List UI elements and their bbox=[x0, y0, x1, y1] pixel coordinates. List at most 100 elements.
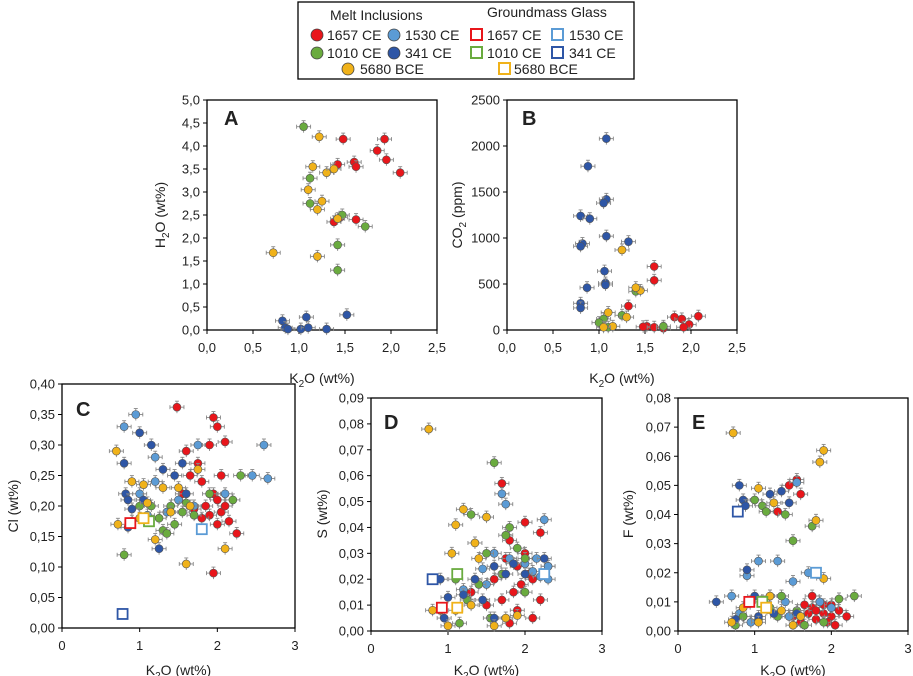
panel-b-ytick-label: 2000 bbox=[471, 139, 500, 154]
panel-d-glass-point bbox=[451, 601, 464, 614]
panel-d-melt-point bbox=[520, 587, 530, 597]
legend-glass-341-marker bbox=[551, 46, 564, 59]
panel-d-melt-point bbox=[528, 613, 538, 623]
panel-d-melt-point bbox=[539, 554, 549, 563]
panel-c-melt-point bbox=[236, 471, 245, 480]
panel-e-melt-point bbox=[777, 591, 786, 601]
panel-c-melt-point bbox=[181, 559, 191, 569]
panel-d-melt-point bbox=[505, 523, 514, 532]
panel-d-melt-point bbox=[528, 567, 538, 576]
legend-glass-5680-label: 5680 BCE bbox=[514, 61, 578, 77]
panel-d-xtick-label: 2 bbox=[521, 641, 528, 656]
panel-c-melt-point bbox=[158, 483, 168, 493]
panel-e-xtick-label: 0 bbox=[674, 641, 681, 656]
panel-a-xtick-label: 1,0 bbox=[290, 340, 308, 355]
panel-b-melt-point bbox=[624, 301, 633, 311]
panel-a: 0,0 0,5 1,0 1,5 2,0 2,5 0,0 0,5 1,0 1,5 2,0 2,5 3,0 3… bbox=[152, 93, 446, 391]
panel-d-xlabel-sub: 2 bbox=[463, 671, 469, 676]
legend-glass-1010-marker bbox=[470, 46, 483, 59]
panel-d-melt-point bbox=[459, 505, 468, 514]
panel-a-ylabel: H2O (wt%) bbox=[152, 182, 172, 248]
panel-b-xtick-label: 2,5 bbox=[728, 340, 746, 355]
panel-a-ytick-label: 0,5 bbox=[182, 300, 200, 315]
panel-a-ytick-label: 4,0 bbox=[182, 139, 200, 154]
panel-e-melt-point bbox=[784, 481, 794, 490]
panel-e-melt-point bbox=[811, 516, 821, 525]
panel-c-glass-point bbox=[124, 517, 137, 529]
panel-e-glass-point bbox=[760, 601, 773, 614]
panel-c-melt-point bbox=[201, 501, 210, 511]
panel-c-melt-point bbox=[220, 489, 230, 499]
panel-d-melt-point bbox=[443, 593, 453, 602]
panel-a-melt-point bbox=[333, 214, 342, 223]
panel-e-melt-point bbox=[804, 609, 813, 618]
panel-b-melt-point bbox=[617, 245, 627, 255]
panel-d-melt-point bbox=[482, 512, 491, 522]
panel-c-melt-point bbox=[166, 507, 176, 517]
panel-e-melt-point bbox=[735, 481, 744, 490]
panel-d-melt-point bbox=[451, 520, 461, 530]
panel-e-melt-point bbox=[830, 620, 840, 630]
panel-c-melt-point bbox=[185, 501, 195, 511]
panel-e-ytick-label: 0,05 bbox=[646, 478, 671, 493]
panel-a-melt-point bbox=[351, 162, 361, 171]
panel-b-melt-point bbox=[624, 237, 633, 246]
panel-d-melt-point bbox=[474, 554, 484, 563]
panel-e-ytick-label: 0,06 bbox=[646, 449, 671, 464]
legend-glass-5680-marker bbox=[498, 62, 511, 75]
panel-b-tag: B bbox=[522, 108, 536, 130]
panel-d-melt-point bbox=[539, 515, 549, 524]
panel-a-xtick-label: 2,0 bbox=[382, 340, 400, 355]
panel-c-melt-point bbox=[147, 440, 156, 450]
panel-b-ytick-label: 1000 bbox=[471, 231, 500, 246]
panel-d-melt-point bbox=[482, 549, 491, 558]
panel-e-glass-point bbox=[743, 595, 756, 608]
panel-b-melt-point bbox=[622, 312, 631, 322]
panel-e-melt-point bbox=[792, 478, 802, 487]
panel-c-ytick-label: 0,05 bbox=[30, 590, 55, 605]
panel-c-melt-point bbox=[205, 440, 214, 450]
legend-melt-title: Melt Inclusions bbox=[330, 7, 423, 23]
panel-e-melt-point bbox=[781, 510, 790, 519]
panel-b-melt-point bbox=[583, 161, 593, 171]
panel-c-xtick-label: 0 bbox=[58, 638, 65, 653]
panel-c-frame bbox=[61, 383, 296, 629]
panel-c-melt-point bbox=[162, 529, 172, 538]
panel-c-ylabel-main: Cl (wt%) bbox=[5, 480, 21, 533]
panel-b-ytick-label: 0 bbox=[493, 323, 500, 338]
panel-e-melt-point bbox=[728, 428, 738, 438]
panel-c-melt-point bbox=[172, 402, 182, 412]
panel-b-melt-point bbox=[631, 283, 641, 292]
panel-b-xtick-label: 0,5 bbox=[544, 340, 562, 355]
panel-e-melt-point bbox=[788, 577, 798, 586]
panel-d-ytick-label: 0,03 bbox=[339, 546, 364, 561]
panel-b-xtick-label: 1,5 bbox=[636, 340, 654, 355]
panel-c-melt-point bbox=[220, 544, 230, 554]
panel-d-melt-point bbox=[466, 600, 476, 610]
panel-d-melt-point bbox=[466, 510, 476, 519]
panel-c-ytick-label: 0,20 bbox=[30, 499, 55, 514]
legend-melt-1010-marker bbox=[310, 46, 324, 60]
panel-c-melt-point bbox=[185, 471, 195, 480]
panel-d-melt-point bbox=[520, 554, 530, 563]
panel-c-xtick-label: 2 bbox=[214, 638, 221, 653]
panel-b-melt-point bbox=[602, 231, 611, 241]
panel-d-ylabel-main: S (wt%) bbox=[314, 490, 330, 539]
panel-e-melt-point bbox=[750, 495, 759, 505]
panel-c-melt-point bbox=[150, 477, 160, 486]
panel-c-melt-point bbox=[174, 495, 183, 505]
panel-d-melt-point bbox=[512, 543, 522, 553]
panel-b-melt-point bbox=[649, 276, 659, 285]
legend-glass-title: Groundmass Glass bbox=[487, 4, 607, 20]
panel-a-ylabel-rest: O (wt%) bbox=[152, 182, 168, 233]
panel-c-melt-point bbox=[193, 465, 203, 474]
panel-e-melt-point bbox=[811, 606, 821, 615]
panel-d-melt-point bbox=[478, 595, 487, 605]
panel-a-ylabel-main: H bbox=[152, 238, 168, 248]
panel-a-melt-point bbox=[333, 265, 342, 275]
panel-a-ytick-label: 1,0 bbox=[182, 277, 200, 292]
legend-melt-1657-label: 1657 CE bbox=[327, 27, 381, 43]
panel-d-melt-point bbox=[501, 499, 511, 509]
panel-c-melt-point bbox=[135, 428, 144, 438]
panel-b-ylabel-sub: 2 bbox=[458, 222, 469, 228]
